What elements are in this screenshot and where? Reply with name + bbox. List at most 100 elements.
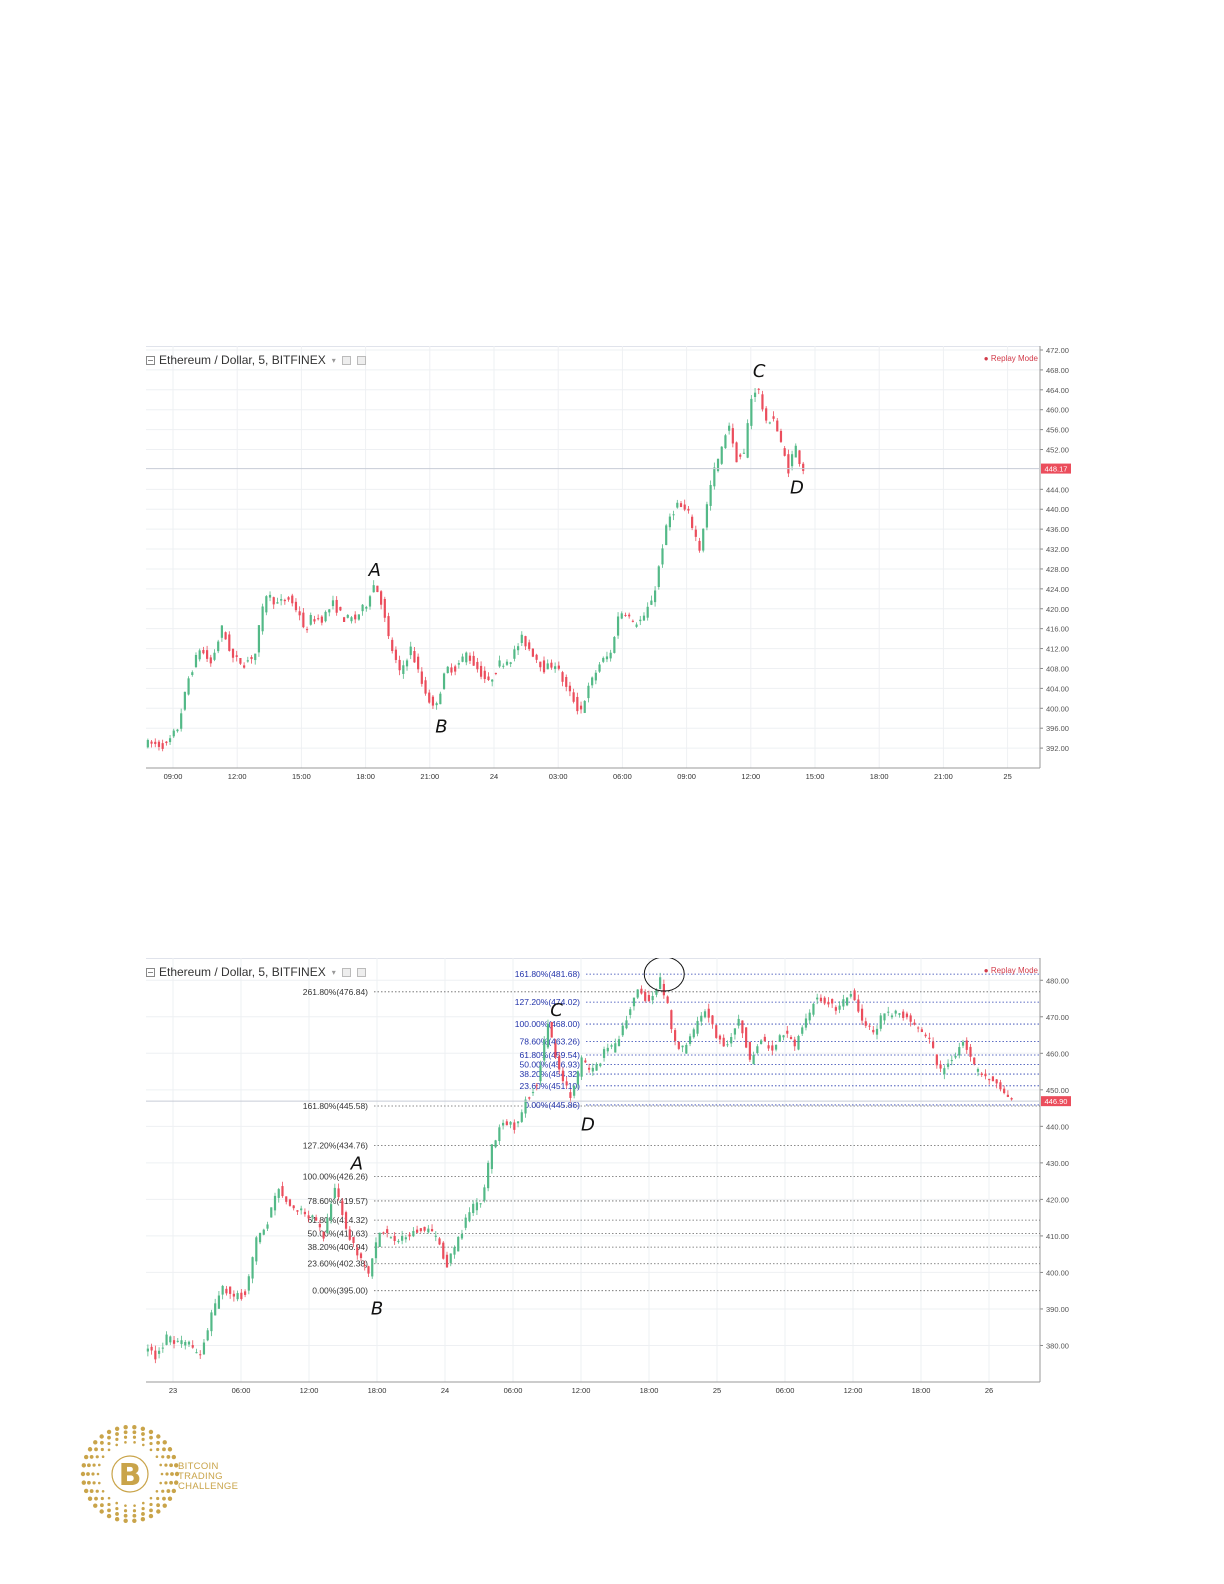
candle-body: [250, 656, 253, 660]
dropdown-caret-icon[interactable]: ▾: [331, 967, 336, 977]
candle-body: [1010, 1098, 1013, 1100]
y-tick-label: 460.00: [1046, 406, 1069, 415]
y-tick-label: 432.00: [1046, 545, 1069, 554]
candle-body: [487, 1162, 490, 1189]
candle-body: [465, 652, 468, 663]
chart-background: [146, 346, 1074, 784]
candle-body: [172, 730, 175, 737]
candle-body: [225, 1288, 228, 1294]
price-chart-1[interactable]: 472.00 468.00 464.00 460.00 456.00 452.00 444.…: [146, 346, 1074, 784]
replay-mode-label: Replay Mode: [990, 966, 1038, 975]
candle-body: [183, 691, 186, 710]
candle-body: [902, 1011, 905, 1018]
candle-body: [661, 548, 664, 565]
candle-body: [298, 611, 301, 616]
y-tick-label: 404.00: [1046, 684, 1069, 693]
settings-icon[interactable]: [341, 355, 351, 365]
logo-dot: [106, 1429, 112, 1435]
logo-dot: [99, 1509, 104, 1514]
candle-body: [616, 616, 620, 636]
candle-body: [909, 1015, 912, 1022]
logo-dot: [140, 1426, 146, 1431]
x-tick-label: 18:00: [912, 1386, 931, 1395]
candle-body: [550, 662, 553, 668]
candle-body: [461, 656, 464, 662]
logo-dot: [83, 1488, 89, 1494]
candle-body: [857, 999, 860, 1012]
logo-dot: [91, 1472, 95, 1476]
x-tick-label: 12:00: [741, 772, 760, 781]
logo-dot: [87, 1447, 93, 1452]
logo-dot: [123, 1430, 128, 1435]
logo-dot: [124, 1441, 127, 1444]
candle-body: [628, 614, 631, 617]
candle-body: [376, 585, 379, 593]
logo-dot: [87, 1480, 91, 1485]
fib-level-label: 61.80%(414.32): [308, 1215, 369, 1225]
candle-body: [635, 624, 638, 627]
candle-body: [636, 989, 639, 998]
logo-dot: [80, 1471, 86, 1477]
candle-body: [220, 625, 224, 638]
collapse-icon[interactable]: [146, 355, 155, 365]
logo-dot: [87, 1496, 93, 1501]
x-tick-label: 24: [441, 1386, 449, 1395]
candle-body: [239, 657, 242, 664]
candle-body: [741, 1020, 744, 1034]
candle-body: [568, 685, 572, 692]
candle-body: [696, 1020, 699, 1034]
fib-level-label: 50.00%(456.93): [520, 1060, 581, 1070]
chart-header: Ethereum / Dollar, 5, BITFINEX ▾: [146, 352, 366, 368]
y-tick-label: 450.00: [1046, 1086, 1069, 1095]
candle-body: [505, 1121, 508, 1126]
candle-body: [787, 454, 790, 474]
collapse-icon[interactable]: [146, 967, 155, 977]
logo-dot: [107, 1435, 111, 1440]
logo-dot: [133, 1441, 136, 1444]
fib-level-label: 38.20%(454.32): [520, 1069, 581, 1079]
logo-dot: [93, 1440, 98, 1445]
candle-body: [683, 504, 686, 510]
candle-body: [322, 1231, 325, 1239]
candle-body: [980, 1073, 983, 1075]
candle-body: [254, 653, 257, 661]
candle-body: [292, 1205, 295, 1209]
y-tick-label: 480.00: [1046, 976, 1069, 985]
candle-body: [383, 598, 386, 618]
candle-body: [378, 1232, 381, 1247]
candle-body: [750, 398, 753, 426]
logo-dot: [81, 1463, 87, 1468]
candle-body: [720, 446, 723, 464]
candle-body: [309, 614, 312, 625]
last-price-label: 446.90: [1045, 1097, 1068, 1106]
candle-body: [666, 996, 669, 1004]
bitcoin-coin-icon: B: [80, 1425, 180, 1523]
logo-dot: [149, 1441, 153, 1446]
candle-body: [711, 1015, 714, 1025]
logo-dot: [100, 1447, 104, 1452]
settings-icon[interactable]: [341, 967, 351, 977]
chart-title: Ethereum / Dollar, 5, BITFINEX: [159, 965, 326, 979]
dropdown-caret-icon[interactable]: ▾: [331, 355, 336, 365]
candle-body: [670, 1010, 673, 1030]
candle-body: [161, 743, 164, 749]
candle-body: [339, 606, 342, 611]
candle-body: [415, 1229, 419, 1233]
candle-body: [737, 1018, 740, 1026]
candle-body: [446, 666, 449, 674]
hide-icon[interactable]: [356, 355, 366, 365]
y-tick-label: 430.00: [1046, 1159, 1069, 1168]
candle-body: [445, 1254, 449, 1268]
candle-body: [356, 1247, 359, 1256]
candle-body: [280, 599, 283, 601]
candle-body: [365, 606, 368, 609]
candle-body: [768, 422, 771, 424]
price-chart-2[interactable]: 480.00 470.00 460.00 450.00 440.00 430.00 420.…: [146, 958, 1074, 1396]
logo-dot: [107, 1441, 111, 1446]
logo-dot: [156, 1447, 160, 1452]
candle-body: [535, 1085, 538, 1087]
candle-body: [790, 454, 794, 467]
hide-icon[interactable]: [356, 967, 366, 977]
candle-body: [655, 989, 658, 995]
candle-body: [779, 430, 783, 442]
